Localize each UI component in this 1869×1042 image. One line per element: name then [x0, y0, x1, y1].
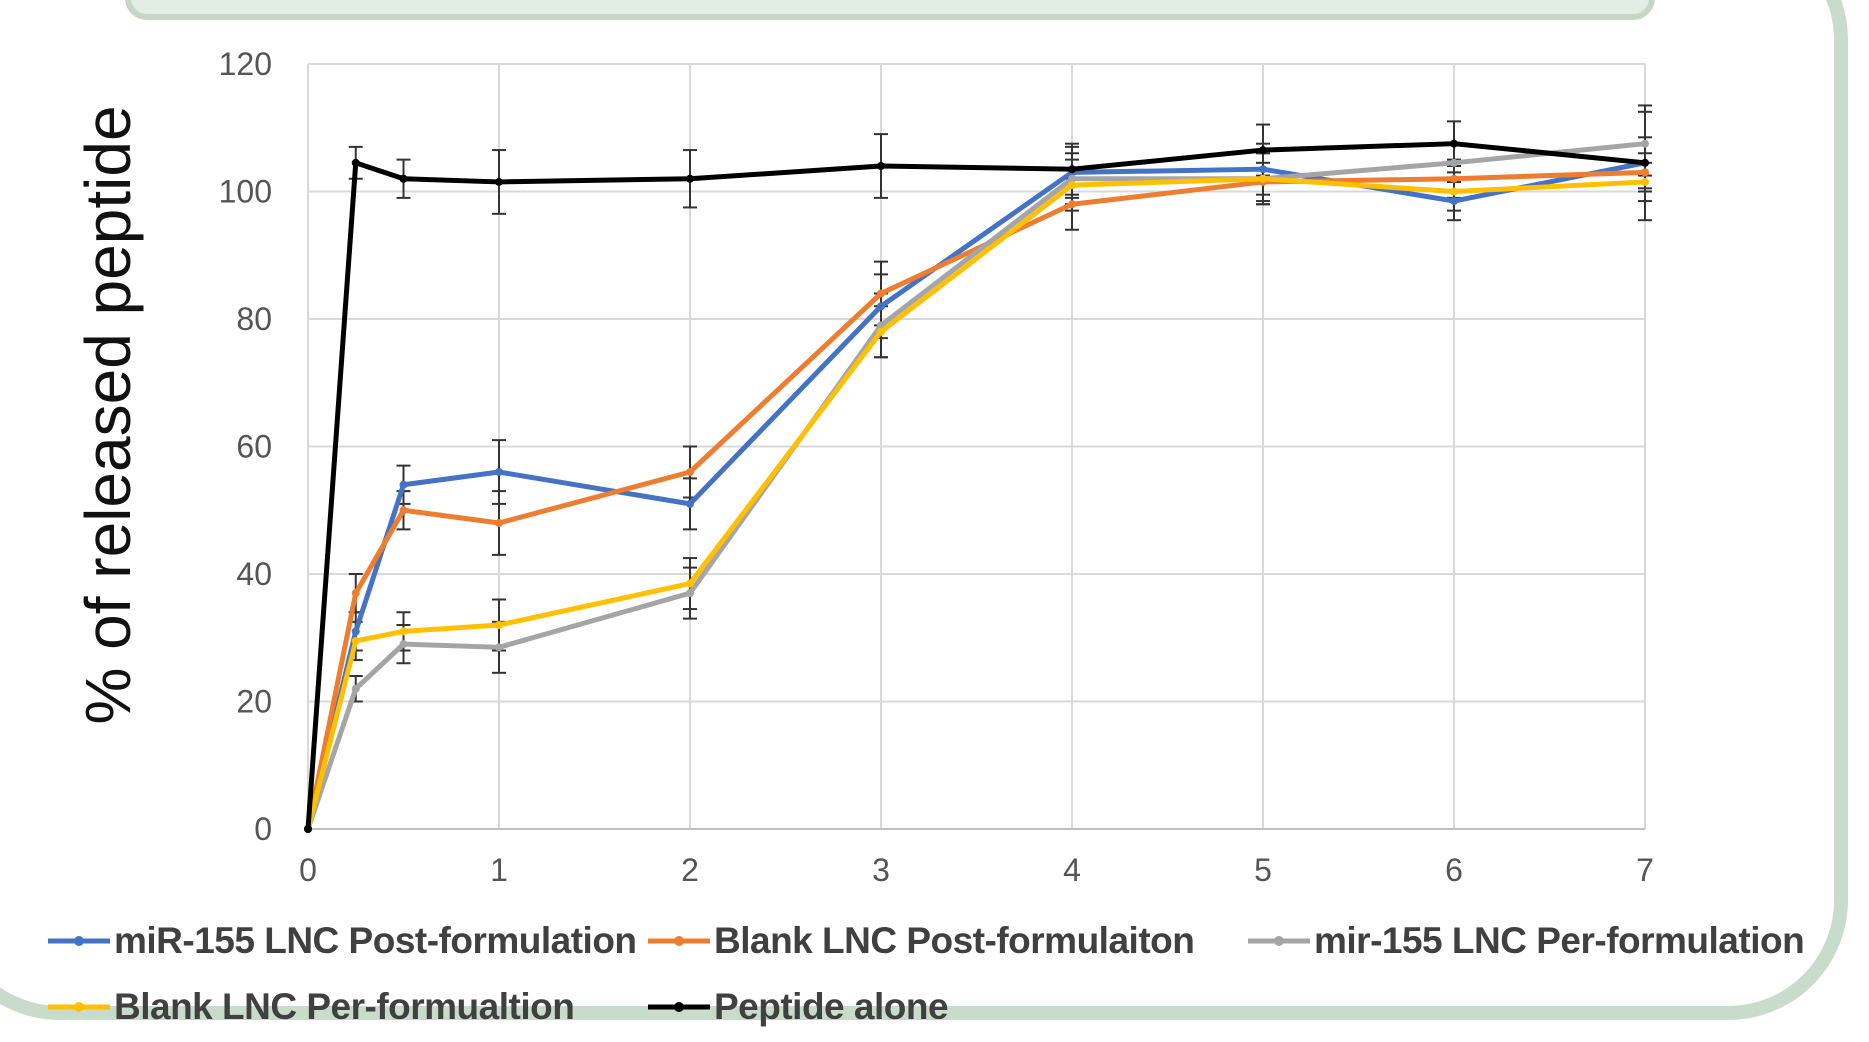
x-tick-label: 7 — [1636, 852, 1654, 888]
legend-swatch — [48, 1002, 110, 1012]
data-point — [351, 627, 360, 636]
data-point — [399, 480, 408, 489]
data-point — [1450, 158, 1458, 167]
legend-swatch — [648, 1002, 710, 1012]
legend-item: Peptide alone — [648, 986, 949, 1028]
data-point — [877, 289, 885, 298]
legend-label: Blank LNC Per-formualtion — [114, 986, 575, 1027]
data-point — [1450, 174, 1458, 183]
legend-label: mir-155 LNC Per-formulation — [1314, 920, 1805, 961]
data-point — [686, 499, 694, 508]
series-line-1 — [305, 160, 1646, 830]
data-point — [877, 302, 885, 311]
legend-item: Blank LNC Per-formualtion — [48, 986, 575, 1028]
data-point — [1450, 197, 1458, 206]
y-tick-label: 0 — [254, 811, 272, 847]
data-point — [686, 579, 694, 588]
data-point — [399, 174, 408, 183]
y-tick-label: 80 — [236, 301, 272, 337]
legend-swatch — [1248, 936, 1310, 946]
data-point — [1068, 165, 1076, 174]
y-tick-label: 120 — [219, 46, 272, 82]
data-point — [1068, 200, 1076, 209]
data-point — [495, 621, 503, 629]
data-point — [877, 162, 885, 170]
data-point — [351, 589, 360, 598]
legend-swatch — [648, 936, 710, 946]
data-point — [495, 643, 503, 652]
legend-item: Blank LNC Post-formulaiton — [648, 920, 1195, 962]
data-point — [399, 506, 408, 515]
data-point — [1641, 139, 1649, 148]
x-tick-label: 4 — [1063, 852, 1081, 888]
x-tick-label: 3 — [872, 852, 890, 888]
legend-swatch — [48, 936, 110, 946]
series-line-5 — [305, 141, 1646, 830]
data-point — [495, 519, 503, 527]
data-point — [877, 327, 885, 336]
data-point — [1641, 168, 1649, 177]
chart-series-lines — [304, 139, 1649, 833]
x-tick-label: 5 — [1254, 852, 1272, 888]
series-line-2 — [305, 169, 1646, 830]
x-tick-label: 2 — [681, 852, 699, 888]
y-tick-label: 40 — [236, 556, 272, 592]
x-tick-label: 1 — [490, 852, 508, 888]
data-point — [1641, 177, 1649, 186]
data-point — [351, 158, 360, 167]
data-point — [1068, 174, 1076, 183]
data-point — [351, 684, 360, 693]
legend-label: Blank LNC Post-formulaiton — [714, 920, 1195, 961]
legend-label: Peptide alone — [714, 986, 949, 1027]
chart-error-bars — [348, 104, 1652, 703]
legend-item: miR-155 LNC Post-formulation — [48, 920, 637, 962]
data-point — [1450, 187, 1458, 196]
data-point — [1259, 174, 1267, 183]
data-point — [399, 640, 408, 649]
chart-legend: miR-155 LNC Post-formulation Blank LNC Po… — [48, 920, 1838, 1040]
x-tick-label: 6 — [1445, 852, 1463, 888]
series-line-4 — [305, 176, 1646, 830]
y-tick-label: 60 — [236, 429, 272, 465]
data-point — [1259, 146, 1267, 155]
y-tick-label: 100 — [219, 174, 272, 210]
data-point — [686, 589, 694, 598]
data-point — [686, 174, 694, 183]
data-point — [495, 468, 503, 476]
x-tick-label: 0 — [299, 852, 317, 888]
data-point — [1641, 158, 1649, 167]
slide-frame-border — [0, 0, 1848, 1020]
data-point — [1259, 165, 1267, 174]
data-point — [304, 825, 312, 833]
data-point — [495, 177, 503, 186]
legend-item: mir-155 LNC Per-formulation — [1248, 920, 1805, 962]
y-tick-label: 20 — [236, 684, 272, 720]
data-point — [1450, 139, 1458, 148]
data-point — [351, 636, 360, 645]
chart-tick-labels: 0 20 40 60 80 100 120 0 1 2 3 4 5 6 7 — [219, 46, 1654, 888]
legend-label: miR-155 LNC Post-formulation — [114, 920, 637, 961]
data-point — [686, 468, 694, 476]
data-point — [399, 627, 408, 636]
chart-axes — [307, 64, 1645, 830]
data-point — [1068, 181, 1076, 190]
